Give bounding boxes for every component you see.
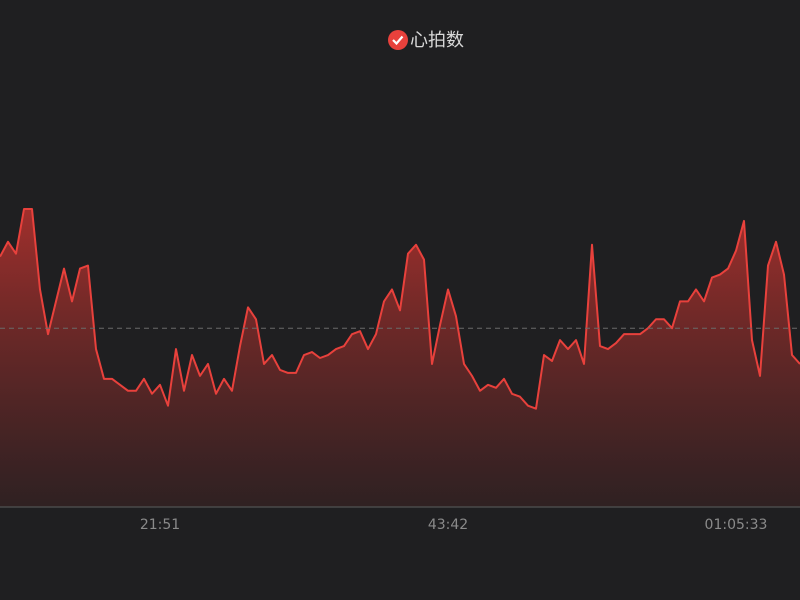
legend-item[interactable]: 心拍数 (388, 30, 464, 51)
x-tick-label: 21:51 (140, 517, 180, 533)
legend-label: 心拍数 (410, 30, 464, 51)
area-fill (0, 209, 800, 507)
legend-icon (388, 30, 408, 50)
x-tick-label: 01:05:33 (705, 517, 768, 533)
x-tick-label: 43:42 (428, 517, 468, 533)
line (0, 208, 800, 410)
legend-check (392, 35, 404, 46)
